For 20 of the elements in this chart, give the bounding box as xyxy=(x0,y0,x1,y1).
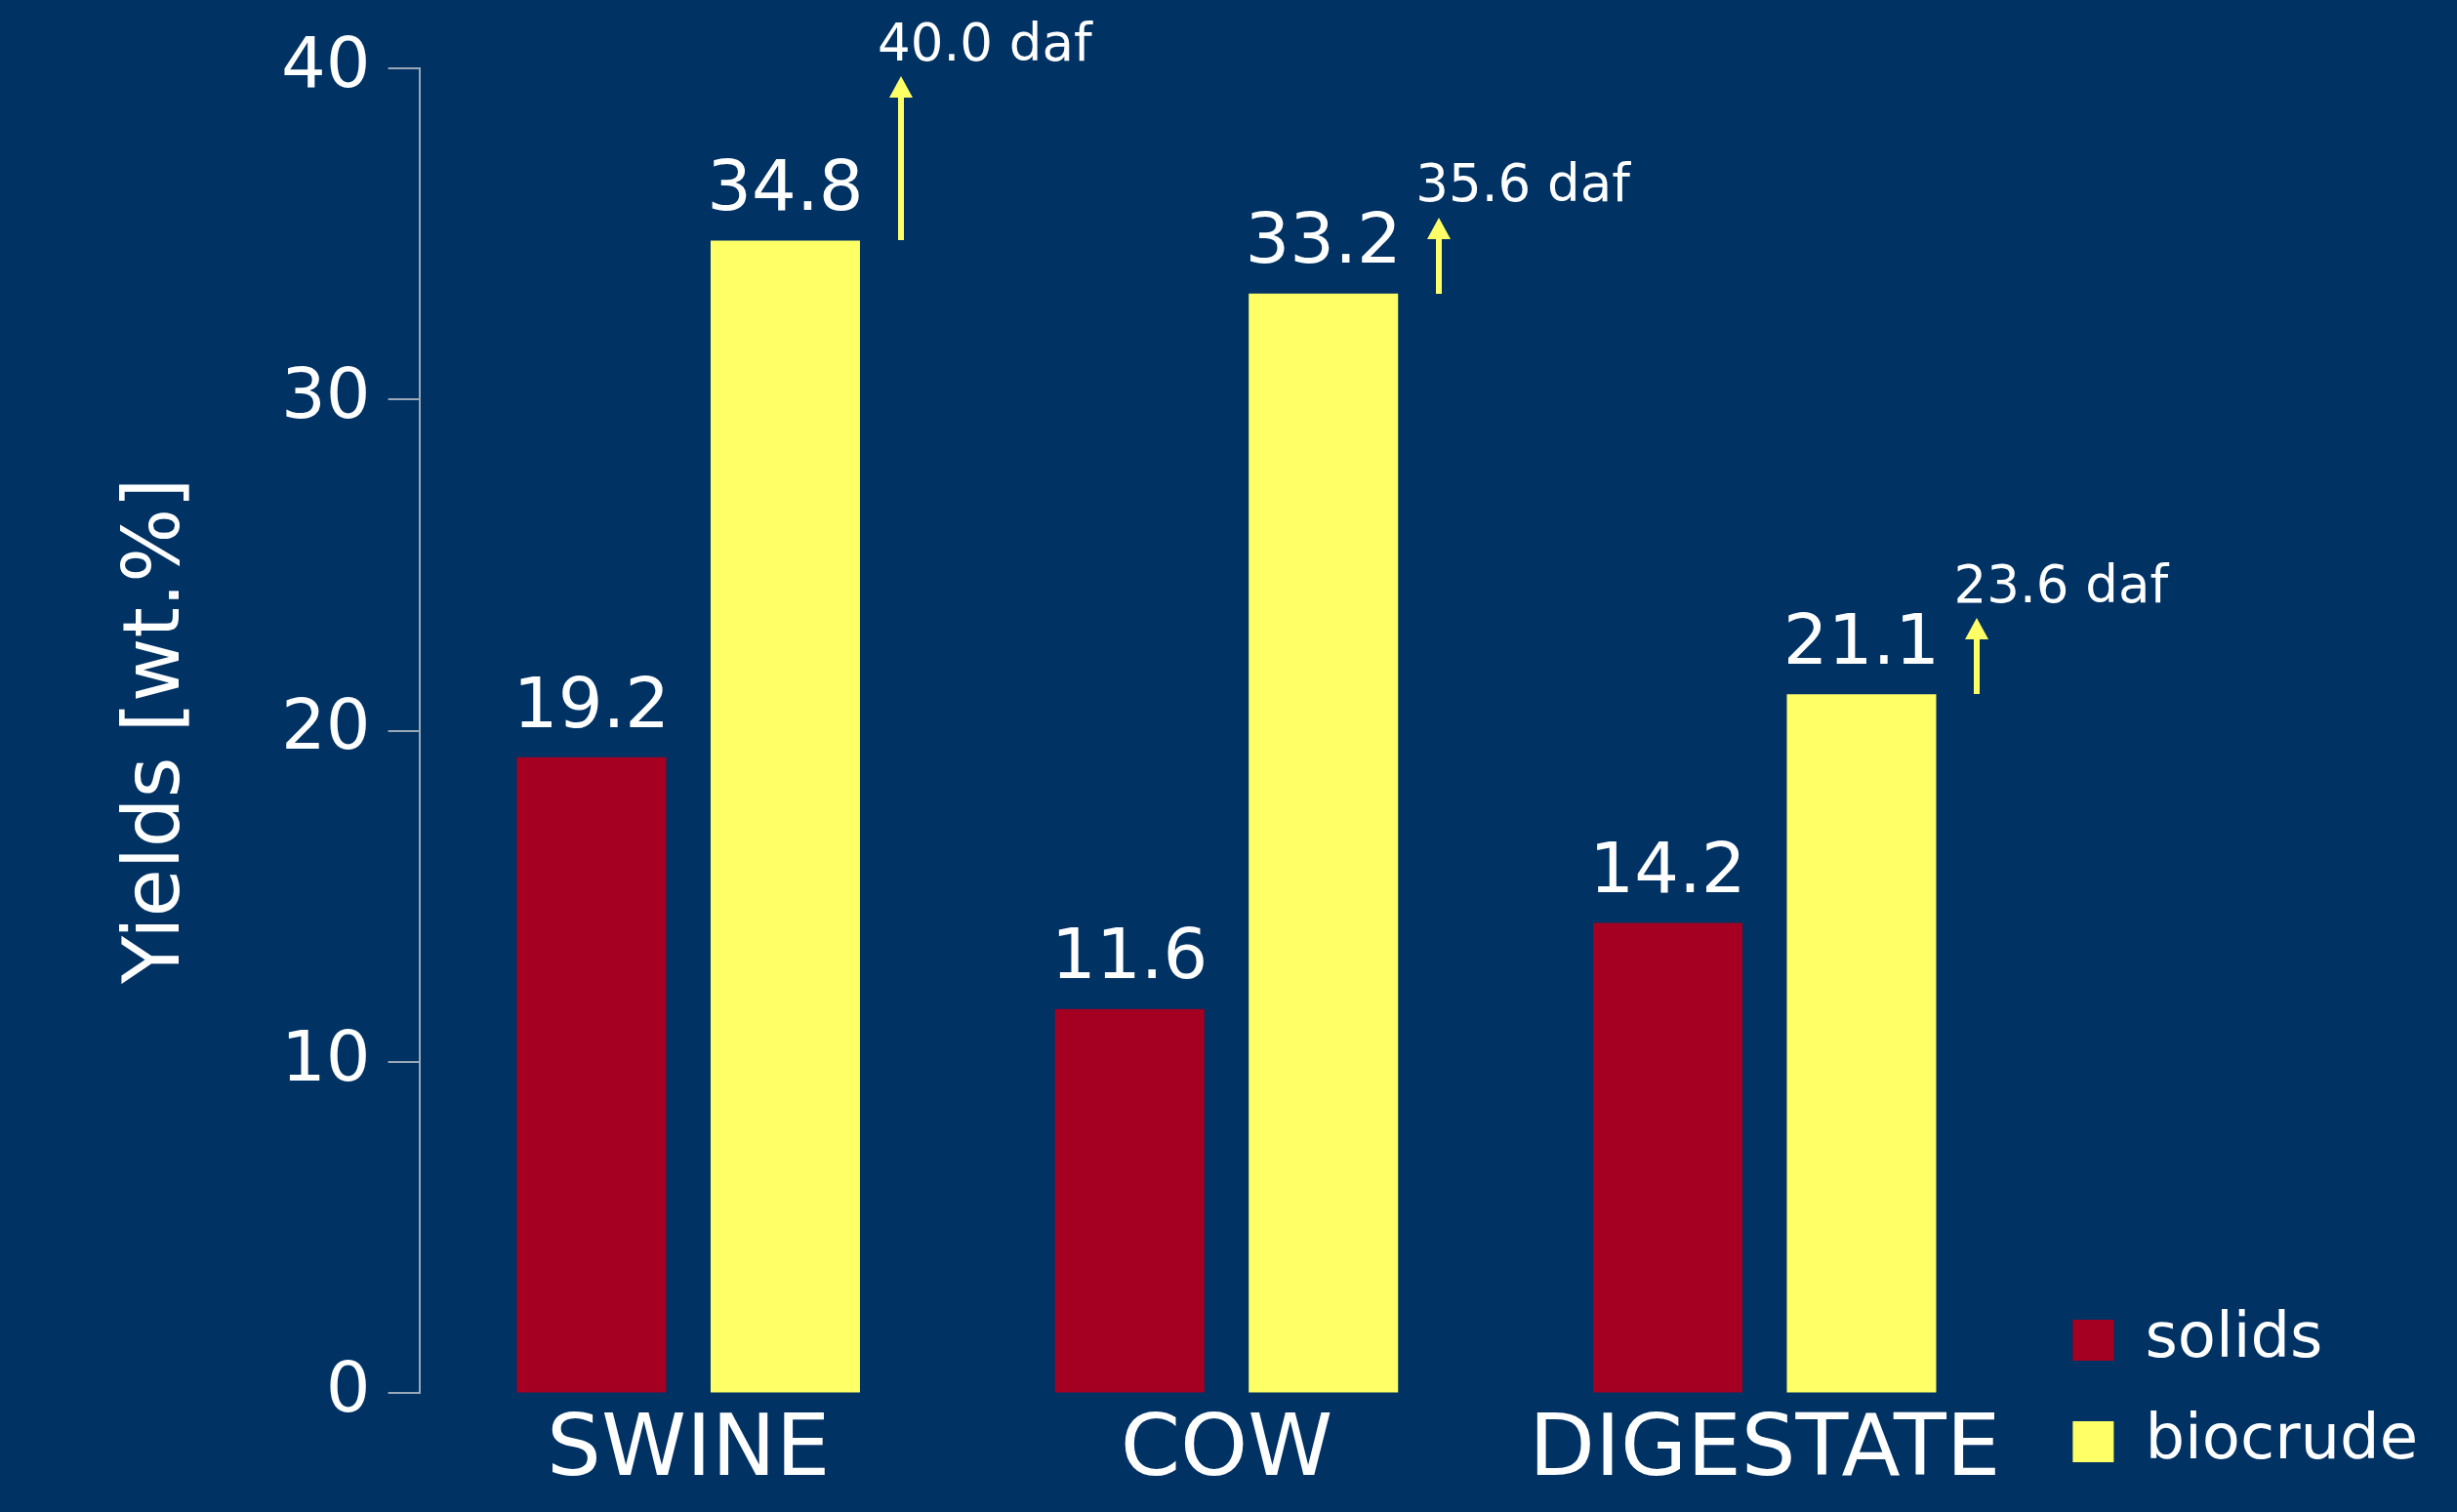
x-tick-label: SWINE xyxy=(547,1395,831,1496)
data-label: 21.1 xyxy=(1782,598,1941,681)
legend-label: biocrude xyxy=(2145,1400,2418,1473)
annotation: 23.6 daf xyxy=(1953,553,2170,614)
data-label: 34.8 xyxy=(707,144,864,227)
annotation: 35.6 daf xyxy=(1415,153,1632,214)
y-tick-label: 0 xyxy=(325,1346,371,1429)
y-tick-label: 30 xyxy=(280,352,371,435)
x-tick-label: COW xyxy=(1120,1395,1333,1496)
y-axis-title: Yields [wt.%] xyxy=(105,477,197,985)
data-label: 11.6 xyxy=(1051,913,1208,996)
annotation: 40.0 daf xyxy=(877,12,1093,72)
data-label: 33.2 xyxy=(1245,197,1402,280)
legend-label: solids xyxy=(2145,1298,2323,1371)
y-tick-label: 20 xyxy=(280,683,371,766)
y-tick-label: 40 xyxy=(280,20,371,103)
data-label: 19.2 xyxy=(512,661,671,744)
x-tick-label: DIGESTATE xyxy=(1529,1395,2001,1496)
data-label: 14.2 xyxy=(1589,827,1746,910)
y-tick-label: 10 xyxy=(280,1014,371,1097)
